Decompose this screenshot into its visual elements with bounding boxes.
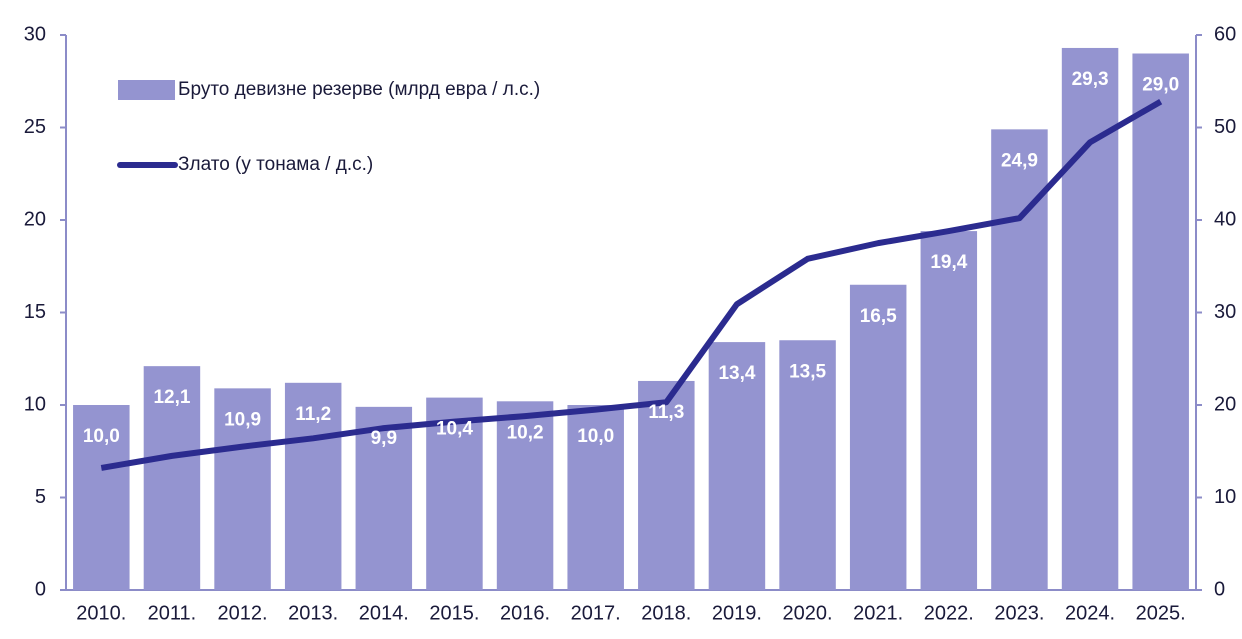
y2-tick-label: 30	[1214, 301, 1236, 323]
data-label: 10,9	[224, 409, 261, 430]
y2-tick-label: 10	[1214, 486, 1236, 508]
legend-swatch	[118, 80, 175, 100]
data-label: 10,4	[436, 419, 473, 440]
legend-label: Бруто девизне резерве (млрд евра / л.с.)	[178, 79, 540, 100]
legend-label: Злато (у тонама / д.с.)	[178, 154, 373, 175]
x-tick-label: 2015.	[429, 602, 479, 624]
bar	[921, 231, 978, 590]
data-label: 12,1	[153, 387, 190, 408]
y2-tick-label: 20	[1214, 393, 1236, 415]
x-tick-label: 2016.	[500, 602, 550, 624]
y-tick-label: 10	[24, 393, 46, 415]
y2-tick-label: 0	[1214, 578, 1225, 600]
x-tick-label: 2017.	[571, 602, 621, 624]
y2-tick-label: 60	[1214, 23, 1236, 45]
data-label: 9,9	[371, 428, 397, 449]
data-label: 13,5	[789, 361, 826, 382]
x-tick-label: 2024.	[1065, 602, 1115, 624]
y-tick-label: 0	[35, 578, 46, 600]
x-tick-label: 2010.	[76, 602, 126, 624]
data-label: 11,2	[295, 404, 331, 425]
x-tick-label: 2018.	[641, 602, 691, 624]
x-tick-label: 2019.	[712, 602, 762, 624]
data-label: 29,3	[1072, 69, 1109, 90]
x-tick-label: 2014.	[359, 602, 409, 624]
data-label: 11,3	[648, 402, 684, 423]
x-tick-label: 2020.	[783, 602, 833, 624]
x-tick-label: 2022.	[924, 602, 974, 624]
data-label: 24,9	[1001, 150, 1038, 171]
chart: 0 5 10 15 20 25 30 0 10 20 30 40 50 60 2010. 2011. 2012.…	[0, 0, 1242, 634]
data-label: 29,0	[1142, 75, 1179, 96]
x-tick-label: 2025.	[1136, 602, 1186, 624]
x-tick-label: 2011.	[148, 602, 197, 624]
bar	[850, 285, 907, 590]
data-label: 19,4	[930, 252, 967, 273]
bar	[1132, 54, 1189, 591]
y2-tick-label: 50	[1214, 116, 1236, 138]
y-tick-label: 30	[24, 23, 46, 45]
y-tick-label: 20	[24, 208, 46, 230]
y-tick-label: 5	[35, 486, 46, 508]
x-tick-label: 2013.	[288, 602, 338, 624]
x-tick-label: 2012.	[218, 602, 268, 624]
data-label: 10,0	[83, 426, 120, 447]
data-label: 13,4	[718, 363, 755, 384]
y2-tick-label: 40	[1214, 208, 1236, 230]
data-label: 16,5	[860, 306, 897, 327]
data-label: 10,2	[507, 422, 544, 443]
x-tick-label: 2021.	[853, 602, 903, 624]
y-tick-label: 25	[24, 116, 46, 138]
x-tick-label: 2023.	[994, 602, 1044, 624]
data-label: 10,0	[577, 426, 614, 447]
y-tick-label: 15	[24, 301, 46, 323]
